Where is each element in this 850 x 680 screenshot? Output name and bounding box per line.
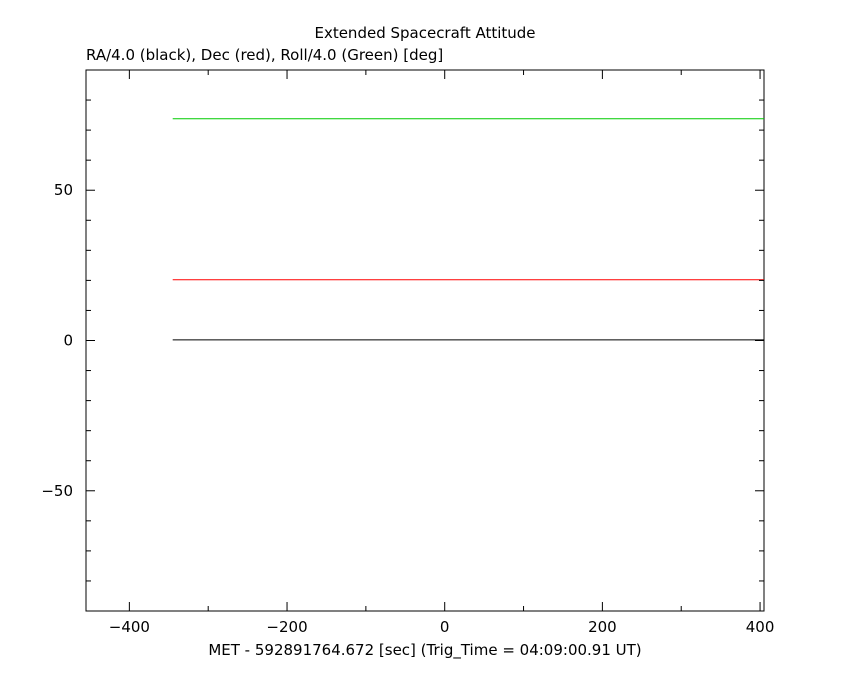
- x-axis-label: MET - 592891764.672 [sec] (Trig_Time = 0…: [208, 641, 641, 660]
- x-tick-label: 400: [746, 618, 775, 636]
- x-tick-label: −400: [109, 618, 150, 636]
- x-tick-label: −200: [266, 618, 307, 636]
- chart-subtitle: RA/4.0 (black), Dec (red), Roll/4.0 (Gre…: [86, 46, 443, 64]
- y-tick-label: 50: [54, 181, 73, 199]
- series-layer: [172, 118, 764, 341]
- x-tick-label: 200: [588, 618, 617, 636]
- plot-frame: [85, 69, 765, 612]
- x-tick-label: 0: [440, 618, 450, 636]
- y-tick-label: −50: [41, 482, 73, 500]
- chart-title: Extended Spacecraft Attitude: [314, 24, 535, 42]
- y-tick-label: 0: [63, 332, 73, 350]
- tick-layer: −400 −200 0 200 400 −50 0 50: [41, 70, 774, 636]
